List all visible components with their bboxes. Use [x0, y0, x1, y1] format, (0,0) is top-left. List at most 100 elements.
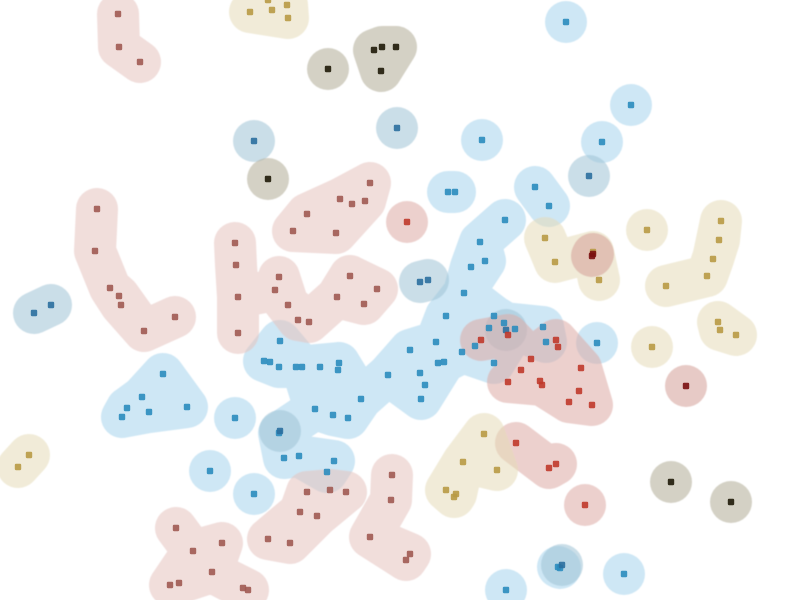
- data-point: [115, 292, 123, 300]
- data-point: [231, 414, 239, 422]
- data-point: [334, 366, 342, 374]
- data-point: [275, 363, 283, 371]
- data-point: [360, 300, 368, 308]
- data-point: [581, 501, 589, 509]
- data-point: [295, 452, 303, 460]
- data-point: [406, 346, 414, 354]
- data-point: [643, 226, 651, 234]
- data-point: [452, 490, 460, 498]
- data-point: [275, 273, 283, 281]
- data-point: [284, 14, 292, 22]
- halo-layer: [0, 0, 758, 600]
- data-point: [392, 43, 400, 51]
- data-point: [476, 238, 484, 246]
- data-point: [114, 10, 122, 18]
- data-point: [175, 579, 183, 587]
- data-point: [264, 0, 272, 4]
- data-point: [575, 387, 583, 395]
- data-point: [403, 218, 411, 226]
- data-point: [388, 471, 396, 479]
- data-point: [490, 359, 498, 367]
- data-point: [717, 217, 725, 225]
- data-point: [593, 339, 601, 347]
- data-point: [552, 336, 560, 344]
- data-point: [244, 586, 252, 594]
- data-point: [118, 413, 126, 421]
- data-point: [336, 195, 344, 203]
- data-point: [393, 124, 401, 132]
- data-point: [577, 364, 585, 372]
- data-point: [545, 202, 553, 210]
- data-point: [424, 276, 432, 284]
- data-point: [467, 263, 475, 271]
- data-point: [264, 535, 272, 543]
- data-point: [136, 58, 144, 66]
- data-point: [346, 272, 354, 280]
- data-point: [539, 323, 547, 331]
- data-point: [460, 289, 468, 297]
- data-point: [138, 393, 146, 401]
- data-point: [172, 524, 180, 532]
- data-point: [183, 403, 191, 411]
- data-point: [344, 414, 352, 422]
- data-point: [715, 236, 723, 244]
- data-point: [292, 363, 300, 371]
- data-point: [305, 318, 313, 326]
- data-point: [140, 327, 148, 335]
- point-layer: [14, 0, 740, 594]
- data-point: [598, 138, 606, 146]
- data-point: [266, 358, 274, 366]
- data-point: [727, 498, 735, 506]
- data-point: [541, 234, 549, 242]
- data-point: [231, 239, 239, 247]
- data-point: [501, 216, 509, 224]
- data-point: [536, 377, 544, 385]
- data-point: [106, 284, 114, 292]
- data-point: [268, 6, 276, 14]
- data-point: [442, 486, 450, 494]
- data-point: [145, 408, 153, 416]
- data-point: [562, 18, 570, 26]
- data-point: [208, 568, 216, 576]
- data-point: [276, 427, 284, 435]
- data-point: [234, 293, 242, 301]
- data-point: [406, 550, 414, 558]
- data-point: [517, 366, 525, 374]
- data-point: [232, 261, 240, 269]
- data-point: [330, 457, 338, 465]
- data-point: [442, 312, 450, 320]
- data-point: [421, 381, 429, 389]
- data-point: [384, 371, 392, 379]
- data-point: [440, 358, 448, 366]
- data-point: [511, 325, 519, 333]
- data-point: [276, 337, 284, 345]
- data-point: [289, 227, 297, 235]
- data-point: [585, 172, 593, 180]
- data-point: [504, 378, 512, 386]
- data-point: [91, 247, 99, 255]
- data-point: [189, 547, 197, 555]
- data-point: [545, 464, 553, 472]
- data-point: [709, 255, 717, 263]
- data-point: [159, 370, 167, 378]
- data-point: [432, 338, 440, 346]
- data-point: [286, 539, 294, 547]
- data-point: [667, 478, 675, 486]
- data-point: [662, 282, 670, 290]
- data-point: [551, 258, 559, 266]
- data-point: [361, 197, 369, 205]
- data-point: [93, 205, 101, 213]
- data-point: [471, 342, 479, 350]
- data-point: [271, 286, 279, 294]
- data-point: [296, 508, 304, 516]
- data-point: [595, 276, 603, 284]
- data-point: [117, 301, 125, 309]
- data-point: [294, 316, 302, 324]
- data-point: [373, 285, 381, 293]
- data-point: [115, 43, 123, 51]
- data-point: [542, 338, 550, 346]
- data-point: [335, 359, 343, 367]
- data-point: [485, 324, 493, 332]
- data-point: [444, 188, 452, 196]
